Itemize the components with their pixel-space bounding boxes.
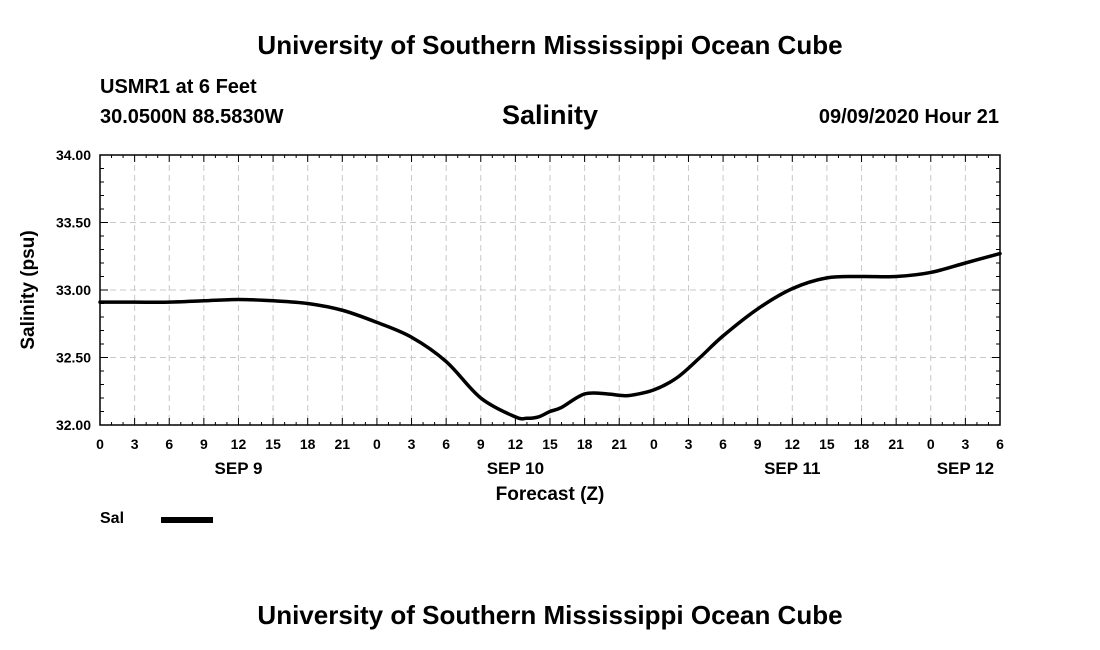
legend-label-sal: Sal (100, 510, 125, 527)
x-tick-label: 18 (854, 436, 870, 452)
x-tick-label: 6 (165, 436, 173, 452)
x-tick-label: 21 (335, 436, 351, 452)
x-axis-label: Forecast (Z) (496, 484, 605, 505)
x-tick-label: 9 (754, 436, 762, 452)
x-tick-label: 21 (611, 436, 627, 452)
x-tick-label: 9 (200, 436, 208, 452)
x-tick-label: 0 (373, 436, 381, 452)
header-title-top: University of Southern Mississippi Ocean… (257, 30, 843, 60)
x-tick-label: 18 (577, 436, 593, 452)
y-tick-label: 34.00 (56, 147, 91, 163)
x-tick-label: 15 (542, 436, 558, 452)
y-axis-label: Salinity (psu) (18, 230, 39, 349)
plot-frame (99, 154, 1001, 426)
x-tick-label: 9 (477, 436, 485, 452)
x-tick-label: 6 (996, 436, 1004, 452)
series-line-sal (98, 251, 1002, 421)
x-tick-label: 0 (96, 436, 104, 452)
station-name: USMR1 at 6 Feet (100, 76, 257, 98)
grid-lines (100, 155, 1000, 425)
day-label: SEP 10 (487, 459, 544, 478)
day-label: SEP 9 (215, 459, 263, 478)
x-tick-label: 15 (819, 436, 835, 452)
forecast-datetime: 09/09/2020 Hour 21 (818, 106, 999, 128)
footer-title: University of Southern Mississippi Ocean… (257, 600, 843, 630)
day-label: SEP 11 (764, 459, 820, 478)
y-tick-label: 33.50 (56, 215, 91, 231)
x-tick-label: 12 (785, 436, 801, 452)
x-tick-label: 0 (650, 436, 658, 452)
x-tick-label: 6 (442, 436, 450, 452)
x-tick-label: 15 (265, 436, 281, 452)
y-tick-label: 32.50 (56, 350, 91, 366)
x-tick-label: 3 (961, 436, 969, 452)
x-tick-label: 12 (231, 436, 247, 452)
x-tick-label: 3 (131, 436, 139, 452)
y-tick-label: 32.00 (56, 417, 91, 433)
x-tick-label: 3 (685, 436, 693, 452)
x-tick-label: 18 (300, 436, 316, 452)
chart-title: Salinity (501, 100, 599, 130)
x-tick-label: 3 (408, 436, 416, 452)
x-tick-label: 6 (719, 436, 727, 452)
x-tick-label: 0 (927, 436, 935, 452)
station-coordinates: 30.0500N 88.5830W (100, 106, 284, 128)
y-tick-label: 33.00 (56, 282, 91, 298)
x-tick-label: 21 (888, 436, 904, 452)
axis-tick-labels: 0 3 6 9 12 15 18 21 0 3 6 9 12 15 18 21 0 3 6 9 12 15 18 21 0 3 6S… (56, 147, 1004, 478)
legend-swatch-sal (161, 517, 213, 523)
x-tick-label: 12 (508, 436, 524, 452)
day-label: SEP 12 (937, 459, 994, 478)
